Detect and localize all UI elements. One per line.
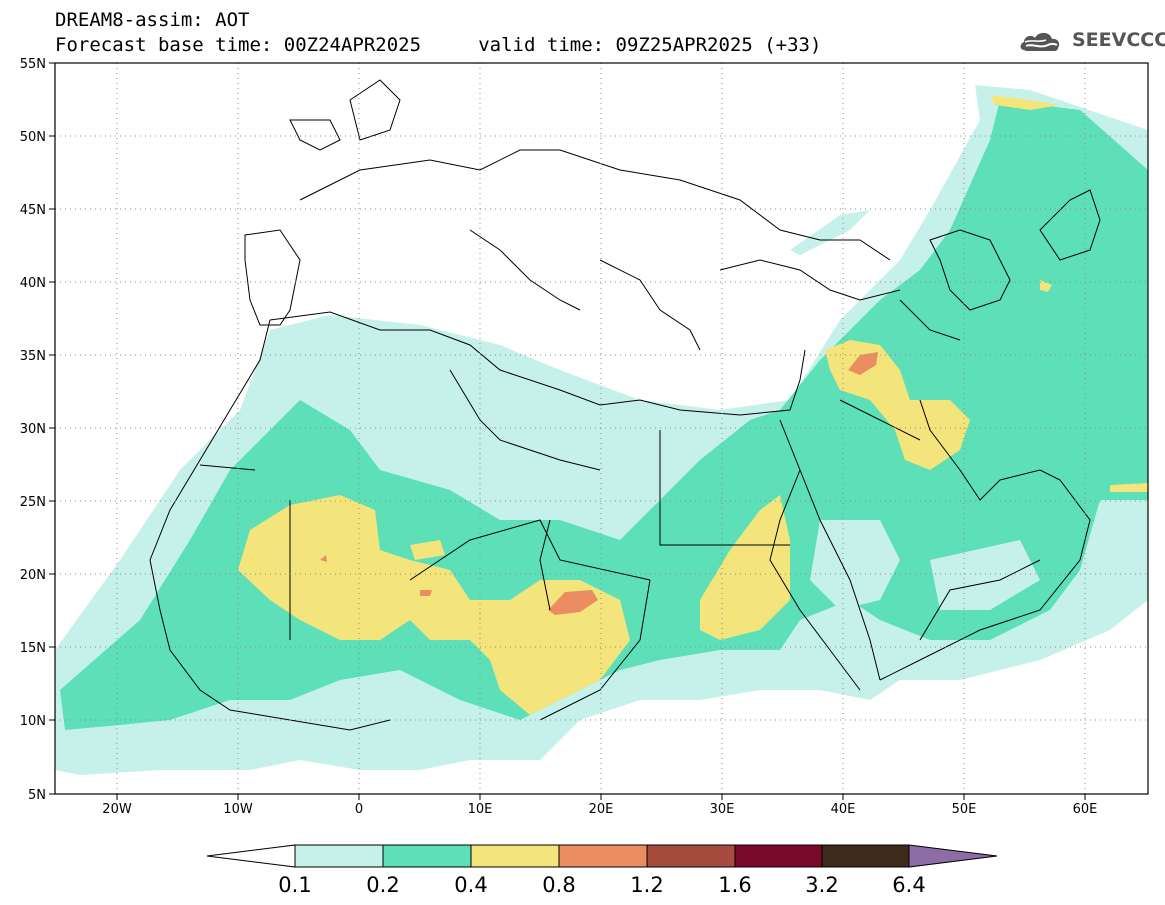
lat-label: 30N xyxy=(20,422,46,437)
colorbar-segment xyxy=(470,844,560,868)
colorbar-segment xyxy=(646,844,736,868)
colorbar-segment xyxy=(734,844,823,868)
colorbar-labels: 0.1 0.2 0.4 0.8 1.2 1.6 3.2 6.4 xyxy=(278,873,925,897)
lon-label: 30E xyxy=(710,802,735,817)
lat-label: 35N xyxy=(20,349,46,364)
lon-label: 10E xyxy=(468,802,493,817)
colorbar-label: 0.8 xyxy=(542,873,575,897)
colorbar-segment xyxy=(558,844,648,868)
lon-label: 50E xyxy=(952,802,977,817)
colorbar-label: 6.4 xyxy=(892,873,925,897)
colorbar-segment xyxy=(821,844,910,868)
colorbar-label: 3.2 xyxy=(805,873,838,897)
colorbar-label: 1.6 xyxy=(718,873,751,897)
lat-label: 45N xyxy=(20,203,46,218)
colorbar xyxy=(206,844,998,868)
lon-label: 10W xyxy=(223,802,253,817)
lon-label: 40E xyxy=(831,802,856,817)
lon-label: 20E xyxy=(589,802,614,817)
lat-label: 5N xyxy=(28,788,46,803)
aot-field xyxy=(55,85,1148,775)
lat-labels: 55N 50N 45N 40N 35N 30N 25N 20N 15N 10N … xyxy=(20,57,46,803)
colorbar-segment xyxy=(382,844,472,868)
axis-ticks xyxy=(49,62,1086,800)
logo-text: SEEVCCC xyxy=(1072,29,1165,51)
cloud-icon xyxy=(1020,32,1060,51)
colorbar-label: 1.2 xyxy=(630,873,663,897)
gridlines xyxy=(55,63,1148,794)
lat-label: 40N xyxy=(20,276,46,291)
colorbar-segment xyxy=(206,844,296,868)
colorbar-label: 0.2 xyxy=(366,873,399,897)
lon-labels: 20W 10W 0 10E 20E 30E 40E 50E 60E xyxy=(102,802,1097,817)
lat-label: 20N xyxy=(20,568,46,583)
colorbar-label: 0.4 xyxy=(454,873,487,897)
lat-label: 50N xyxy=(20,130,46,145)
lon-label: 20W xyxy=(102,802,132,817)
lon-label: 0 xyxy=(355,802,363,817)
lon-label: 60E xyxy=(1073,802,1098,817)
colorbar-label: 0.1 xyxy=(278,873,311,897)
lat-label: 25N xyxy=(20,495,46,510)
lat-label: 55N xyxy=(20,57,46,72)
map-title: DREAM8-assim: AOT xyxy=(55,9,250,31)
colorbar-segment xyxy=(294,844,384,868)
colorbar-segment xyxy=(908,844,998,868)
lat-label: 15N xyxy=(20,641,46,656)
lat-label: 10N xyxy=(20,714,46,729)
map-subtitle: Forecast base time: 00Z24APR2025 valid t… xyxy=(55,34,822,56)
